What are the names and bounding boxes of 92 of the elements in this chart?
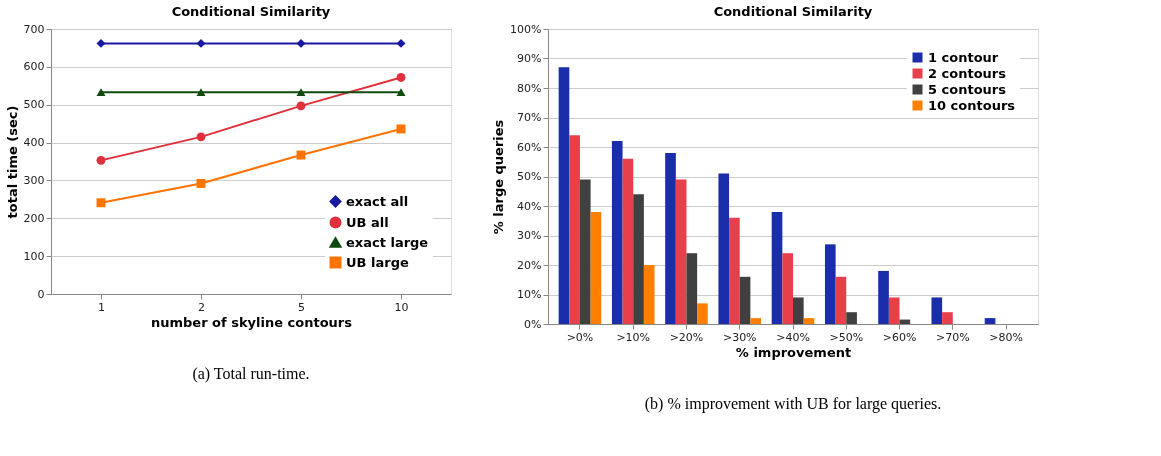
text: (a) Total run-time. — [192, 365, 310, 383]
x-axis-title: % improvement — [735, 344, 852, 360]
bar — [888, 297, 900, 324]
y-tick-label: 80% — [517, 81, 542, 95]
bar — [984, 318, 996, 324]
chart-title: Conditional Similarity — [713, 4, 873, 19]
bar — [643, 265, 655, 324]
bar — [590, 211, 602, 324]
y-tick-label: 200 — [23, 211, 45, 225]
y-tick-label: 600 — [23, 60, 45, 74]
legend-label: 5 contours — [928, 81, 1007, 97]
y-tick-label: 0 — [37, 287, 45, 301]
point — [296, 38, 306, 48]
x-tick-label: 10 — [394, 300, 409, 314]
x-tick-label: >30% — [722, 330, 757, 344]
point — [296, 88, 306, 97]
x-tick-label: 1 — [98, 300, 105, 314]
point — [196, 88, 206, 97]
bar — [739, 276, 751, 324]
x-tick-label: >60% — [882, 330, 917, 344]
point — [296, 150, 306, 160]
bar — [803, 318, 815, 324]
point — [396, 38, 406, 48]
legend-label: 10 contours — [928, 97, 1016, 113]
y-tick-label: 0% — [524, 317, 542, 331]
bar — [824, 244, 836, 324]
x-tick-label: >0% — [566, 330, 594, 344]
y-tick-label: 500 — [23, 98, 45, 112]
y-tick-label: 20% — [517, 258, 542, 272]
y-axis-title: total time (sec) — [4, 105, 20, 219]
x-tick-label: >20% — [669, 330, 704, 344]
bar — [878, 270, 889, 324]
y-tick-label: 40% — [517, 199, 542, 213]
y-tick-label: 700 — [23, 22, 45, 36]
x-tick-label: >80% — [989, 330, 1023, 344]
y-tick-label: 100% — [510, 22, 542, 36]
point — [96, 88, 106, 97]
bar — [793, 297, 804, 324]
point — [96, 38, 106, 48]
bar — [569, 135, 580, 324]
point — [196, 178, 206, 188]
point — [396, 88, 406, 97]
bar — [942, 312, 953, 324]
x-tick-label: >10% — [616, 330, 651, 344]
bar — [558, 67, 570, 324]
x-tick-label: 5 — [298, 300, 305, 314]
text: (b) % improvement with UB for large queries. — [644, 395, 942, 413]
bar — [729, 217, 740, 324]
legend-label: 2 contours — [928, 65, 1007, 81]
legend-label: exact large — [346, 234, 429, 250]
y-tick-label: 90% — [517, 52, 542, 65]
point — [396, 124, 406, 134]
bar — [611, 141, 623, 324]
bar — [686, 253, 698, 324]
bar — [579, 179, 591, 324]
bar — [846, 312, 857, 324]
point — [296, 101, 306, 111]
legend-label: UB all — [346, 214, 389, 230]
bar — [675, 179, 687, 324]
bar — [931, 297, 943, 324]
y-tick-label: 70% — [517, 111, 542, 124]
bar — [750, 318, 762, 324]
x-tick-label: >40% — [776, 330, 810, 344]
legend-label: exact all — [346, 193, 409, 209]
bar — [718, 173, 730, 324]
y-tick-label: 30% — [517, 229, 542, 242]
x-tick-label: 2 — [198, 300, 205, 314]
y-tick-label: 100 — [23, 249, 45, 263]
bar — [633, 194, 644, 324]
y-tick-label: 50% — [517, 170, 542, 183]
x-axis-title: number of skyline contours — [150, 314, 353, 330]
bar — [697, 303, 708, 324]
point — [96, 198, 106, 208]
x-tick-label: >70% — [935, 330, 970, 344]
point — [196, 38, 206, 48]
chart-title: Conditional Similarity — [171, 4, 331, 19]
y-tick-label: 300 — [23, 173, 45, 187]
point — [396, 72, 406, 82]
point — [96, 155, 106, 165]
legend-label: UB large — [346, 254, 409, 270]
bar — [782, 253, 793, 324]
bar — [771, 211, 783, 324]
y-tick-label: 60% — [517, 140, 542, 154]
bar — [665, 152, 676, 324]
y-axis-title: % large queries — [491, 119, 507, 235]
point — [196, 132, 206, 142]
y-tick-label: 10% — [517, 288, 542, 301]
y-tick-label: 400 — [23, 136, 45, 150]
bar — [622, 158, 634, 324]
bar — [835, 276, 847, 324]
x-tick-label: >50% — [829, 330, 864, 344]
legend-label: 1 contour — [928, 49, 999, 65]
